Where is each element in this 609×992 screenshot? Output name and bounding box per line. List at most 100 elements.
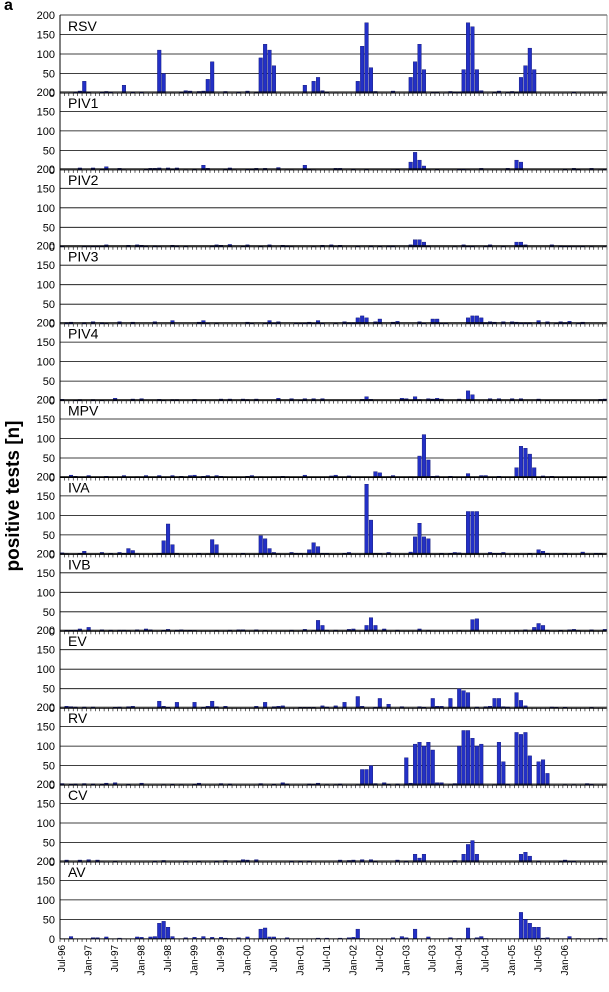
bar (368, 765, 374, 786)
bar (461, 69, 466, 94)
bar (479, 743, 484, 786)
bar (545, 773, 550, 786)
x-tick-label: Jan-98 (137, 944, 148, 975)
bar (541, 759, 546, 786)
bar (536, 927, 541, 940)
bar (258, 928, 263, 940)
bar (82, 81, 87, 94)
x-tick-label: Jul-96 (57, 944, 68, 972)
panel-label: IVA (68, 479, 90, 495)
bar (532, 627, 537, 632)
bar (466, 730, 471, 786)
x-tick-label: Jan-97 (84, 944, 95, 975)
panel-letter: a (4, 0, 13, 14)
panel-cv: 0 50 100 150 200 CV (37, 779, 608, 869)
y-tick-label: 100 (37, 741, 55, 753)
bar (523, 448, 528, 478)
bar (466, 511, 471, 555)
bar (514, 692, 519, 709)
bar (311, 542, 316, 555)
bar (466, 927, 471, 940)
bar (417, 857, 422, 863)
y-tick-label: 0 (49, 857, 55, 869)
bar (474, 618, 479, 632)
y-tick-label: 150 (37, 260, 55, 272)
y-tick-label: 200 (37, 318, 55, 330)
bar (518, 446, 523, 478)
bar (161, 921, 166, 940)
panel-mpv: 0 50 100 150 200 MPV (37, 395, 608, 485)
y-tick-label: 200 (37, 548, 55, 560)
panel-label: PIV2 (68, 172, 99, 188)
y-tick-label: 150 (37, 722, 55, 734)
bar (166, 927, 171, 940)
bar (258, 57, 263, 94)
bar (355, 81, 360, 94)
panel-piv3: 0 50 100 150 200 PIV3 (37, 241, 608, 331)
x-tick-label: Jul-01 (322, 944, 333, 972)
bar (271, 65, 276, 94)
y-tick-label: 0 (49, 396, 55, 408)
bar (413, 61, 418, 94)
bar (474, 69, 479, 94)
y-tick-label: 50 (43, 838, 55, 850)
y-tick-label: 100 (37, 895, 55, 907)
bar (130, 550, 135, 555)
panel-ev: 0 50 100 150 200 EV (37, 625, 608, 715)
bar (421, 165, 426, 171)
y-tick-label: 0 (49, 165, 55, 177)
panel-ivb: 0 50 100 150 200 IVB (37, 548, 608, 638)
y-tick-label: 200 (37, 395, 55, 407)
panel-label: RV (68, 710, 88, 726)
x-tick-label: Jul-98 (163, 944, 174, 972)
bar (316, 620, 321, 632)
bar (421, 434, 426, 478)
x-tick-label: Jan-99 (190, 944, 201, 975)
bar (413, 152, 418, 171)
bar (518, 734, 523, 786)
y-tick-label: 200 (37, 856, 55, 868)
y-tick-label: 0 (49, 549, 55, 561)
bar (355, 928, 360, 940)
bar (364, 769, 369, 786)
panel-av: 0 50 100 150 200 AV (37, 856, 608, 946)
bar (417, 44, 422, 94)
bar (166, 523, 171, 555)
bar (430, 749, 435, 786)
panel-label: CV (68, 787, 88, 803)
x-tick-label: Jul-05 (534, 944, 545, 972)
y-tick-label: 50 (43, 222, 55, 234)
bar (421, 69, 426, 94)
y-tick-label: 150 (37, 799, 55, 811)
bar (466, 22, 471, 94)
bar (466, 473, 471, 478)
panel-label: PIV1 (68, 95, 99, 111)
y-tick-label: 50 (43, 914, 55, 926)
bar (360, 769, 365, 786)
y-tick-label: 200 (37, 702, 55, 714)
bar (316, 77, 321, 94)
y-tick-label: 200 (37, 471, 55, 483)
bar (404, 757, 409, 786)
bar (205, 79, 210, 94)
bar (368, 519, 374, 555)
y-tick-label: 50 (43, 69, 55, 81)
bar (267, 49, 272, 94)
bar (457, 745, 462, 786)
bar (263, 44, 268, 94)
y-tick-label: 100 (37, 126, 55, 138)
bar (408, 77, 413, 94)
y-tick-label: 200 (37, 241, 55, 253)
x-tick-label: Jul-04 (481, 944, 492, 972)
bar (157, 923, 162, 940)
bar (527, 923, 532, 940)
bar (461, 690, 466, 709)
y-tick-label: 100 (37, 203, 55, 215)
bar (263, 538, 268, 555)
y-tick-label: 0 (49, 242, 55, 254)
y-tick-label: 50 (43, 607, 55, 619)
bar (523, 732, 528, 786)
panel-piv4: 0 50 100 150 200 PIV4 (37, 318, 608, 408)
y-tick-label: 200 (37, 10, 55, 22)
bar (161, 540, 166, 555)
